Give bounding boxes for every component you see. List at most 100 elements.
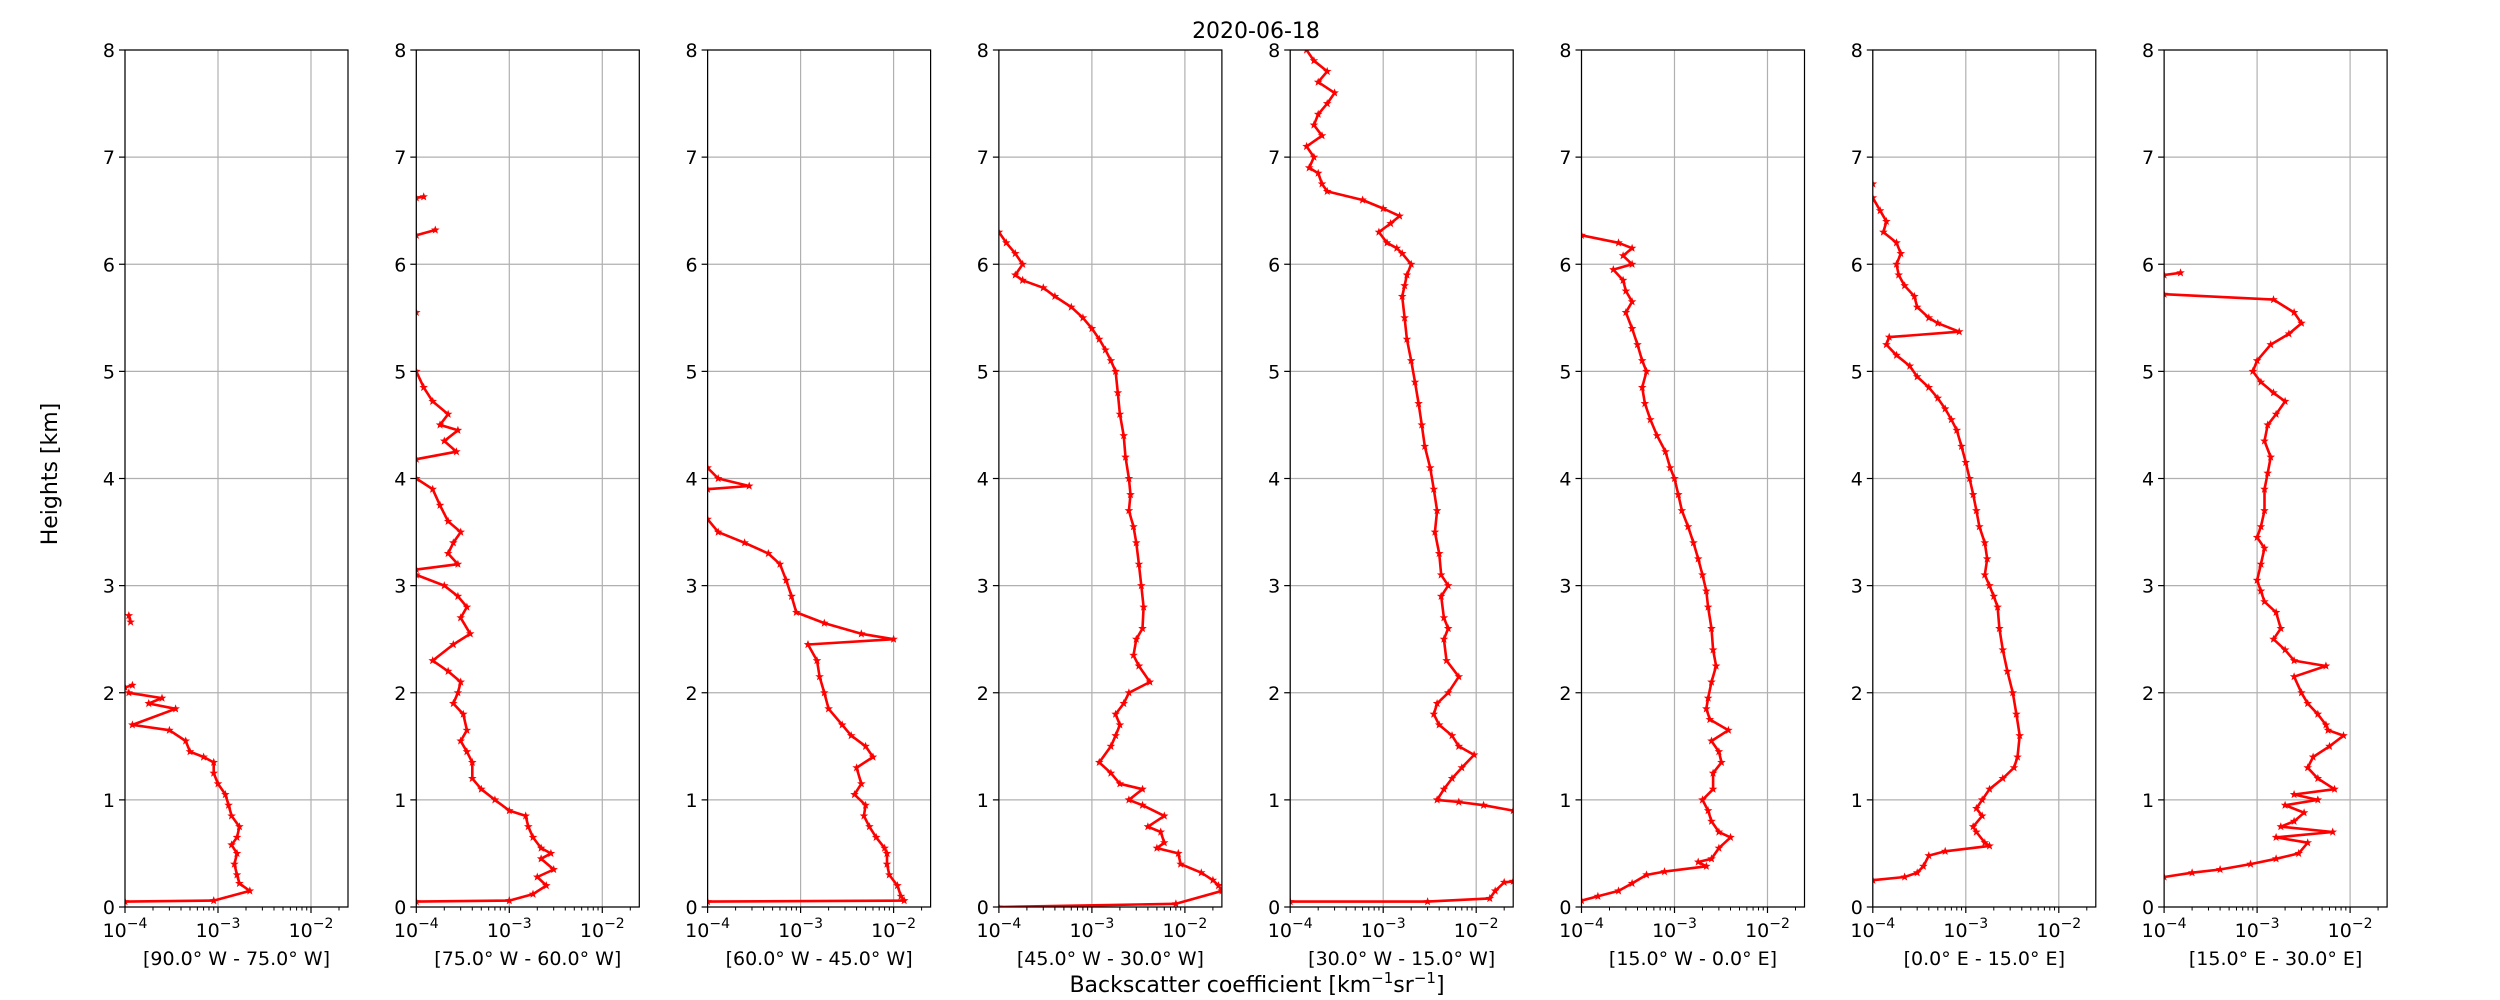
data-point <box>1217 886 1222 895</box>
y-tick-label: 2 <box>1851 683 1863 705</box>
profile-series <box>2164 268 2348 881</box>
profile-series <box>1581 230 1735 905</box>
data-point <box>443 549 453 558</box>
data-point <box>1111 709 1120 718</box>
y-tick-label: 8 <box>1851 40 1863 62</box>
x-axis-label-unit: sr <box>1393 973 1414 998</box>
data-point <box>449 538 458 547</box>
data-point <box>1702 586 1711 595</box>
x-tick-label: 10−4 <box>2142 916 2187 942</box>
data-point <box>1968 490 1978 499</box>
data-point <box>1290 897 1295 906</box>
data-point <box>2164 270 2169 279</box>
x-tick-base: 10 <box>1069 920 1093 942</box>
data-point <box>416 570 421 579</box>
data-point <box>1666 463 1675 472</box>
data-point <box>2252 532 2262 542</box>
data-point <box>2269 295 2278 304</box>
data-point <box>1432 699 1442 708</box>
x-tick-base: 10 <box>1652 920 1676 942</box>
y-tick-label: 0 <box>2142 897 2154 919</box>
data-point <box>1638 382 1647 392</box>
data-point <box>1707 736 1716 745</box>
x-tick-exponent: −2 <box>1187 916 1208 932</box>
y-tick-label: 6 <box>394 254 406 276</box>
data-point <box>1129 522 1138 531</box>
x-tick-exponent: −2 <box>895 916 916 932</box>
data-point <box>1910 291 1919 300</box>
data-point <box>1011 270 1020 279</box>
y-tick-label: 8 <box>2142 40 2154 62</box>
data-point <box>2256 586 2266 595</box>
data-point <box>416 193 421 202</box>
data-point <box>528 832 538 841</box>
data-point <box>1454 672 1464 681</box>
data-point <box>1955 327 1964 336</box>
y-tick-label: 1 <box>1559 790 1571 812</box>
data-point <box>744 481 754 490</box>
data-point <box>1708 784 1718 793</box>
data-point <box>125 611 134 620</box>
y-tick-label: 3 <box>2142 576 2154 598</box>
data-point <box>740 538 749 547</box>
data-point <box>2269 388 2278 397</box>
data-point <box>462 747 472 756</box>
data-point <box>1724 725 1733 734</box>
data-point <box>1304 163 1314 172</box>
data-point <box>1972 506 1981 515</box>
data-point <box>125 897 130 906</box>
data-point <box>2266 452 2275 461</box>
panel-label: [30.0° W - 15.0° W] <box>1308 948 1495 970</box>
data-point <box>2297 688 2306 697</box>
data-point <box>2009 763 2019 772</box>
data-point <box>861 800 870 809</box>
x-tick-base: 10 <box>1268 920 1292 942</box>
y-tick-label: 8 <box>394 40 406 62</box>
data-point <box>1985 581 1994 590</box>
data-point <box>1726 832 1735 841</box>
data-point <box>1129 650 1138 659</box>
data-point <box>2289 790 2299 799</box>
x-tick-base: 10 <box>685 920 709 942</box>
data-point <box>1197 868 1206 877</box>
y-tick-label: 2 <box>1559 683 1571 705</box>
data-point <box>128 680 137 689</box>
data-point <box>416 474 421 483</box>
data-point <box>815 672 824 681</box>
y-tick-label: 2 <box>977 683 989 705</box>
x-tick-exponent: −2 <box>2061 916 2082 932</box>
data-point <box>546 848 556 858</box>
data-point <box>1961 457 1971 467</box>
y-tick-label: 7 <box>1559 147 1571 169</box>
data-point <box>2294 848 2303 858</box>
x-tick-label: 10−2 <box>580 916 625 942</box>
data-point <box>1900 281 1909 290</box>
data-point <box>2215 865 2225 874</box>
data-point <box>419 192 428 201</box>
data-point <box>1067 302 1076 311</box>
data-point <box>428 396 437 405</box>
data-point <box>1640 399 1650 408</box>
data-point <box>1919 861 1928 870</box>
data-point <box>1714 747 1724 756</box>
y-tick-label: 0 <box>686 897 698 919</box>
x-tick-label: 10−3 <box>196 916 241 942</box>
data-point <box>1111 366 1120 375</box>
x-tick-base: 10 <box>196 920 220 942</box>
data-point <box>230 859 239 868</box>
data-point <box>232 848 242 858</box>
x-tick-exponent: −2 <box>1769 916 1790 932</box>
profile-line <box>125 691 252 903</box>
x-tick-label: 10−4 <box>1268 916 1313 942</box>
data-point <box>1106 741 1116 750</box>
data-point <box>2263 468 2272 477</box>
data-point <box>2164 872 2169 881</box>
data-point <box>781 575 791 584</box>
data-point <box>1138 624 1147 633</box>
data-point <box>1160 838 1169 847</box>
